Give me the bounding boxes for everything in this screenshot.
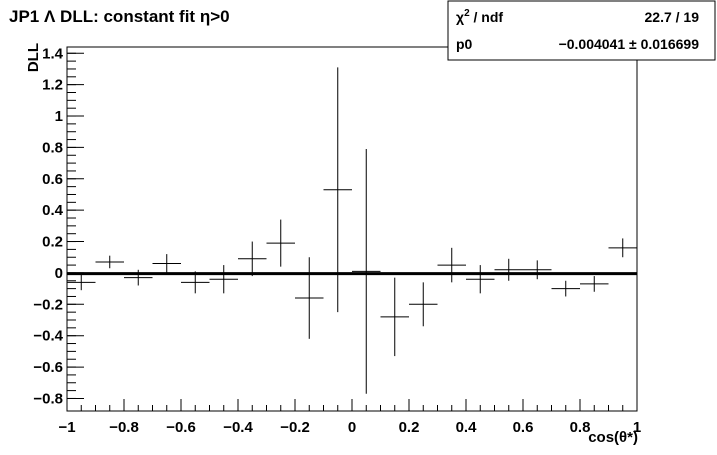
data-point xyxy=(551,280,580,297)
y-axis-label: DLL xyxy=(25,43,42,72)
x-tick-label: 0.8 xyxy=(570,419,591,436)
x-tick-label: −0.6 xyxy=(166,419,196,436)
plot-frame xyxy=(66,46,638,412)
x-tick-label: −0.8 xyxy=(109,419,139,436)
data-point xyxy=(295,257,324,339)
x-axis xyxy=(66,399,638,411)
stats-box: χ2 / ndf 22.7 / 19 p0 −0.004041 ± 0.0166… xyxy=(447,0,716,61)
y-tick-label: 0.8 xyxy=(42,139,63,156)
stats-p0-label: p0 xyxy=(456,36,473,52)
y-axis xyxy=(67,52,84,399)
data-points xyxy=(67,67,637,394)
data-point xyxy=(380,277,409,357)
stats-p0-value: −0.004041 ± 0.016699 xyxy=(559,36,700,52)
data-point xyxy=(209,265,238,294)
data-point xyxy=(266,219,295,267)
data-point xyxy=(152,254,181,273)
data-point xyxy=(608,238,637,258)
x-tick-label: 0.4 xyxy=(456,419,478,436)
data-point xyxy=(352,148,381,394)
data-point xyxy=(580,276,609,292)
y-tick-labels: −0.8 −0.6 −0.4 −0.2 0 0.2 0.4 0.6 0.8 1 1.2 1.4 xyxy=(33,45,63,407)
y-tick-label: −0.2 xyxy=(33,296,63,313)
y-tick-label: −0.6 xyxy=(33,359,63,376)
y-tick-label: 1 xyxy=(55,108,63,125)
data-point xyxy=(95,255,124,269)
y-tick-label: −0.4 xyxy=(33,328,63,345)
data-point xyxy=(523,260,552,280)
y-tick-label: 1.2 xyxy=(42,77,63,94)
data-point xyxy=(494,258,523,281)
x-tick-label: 1 xyxy=(633,419,641,436)
y-tick-label: 0.2 xyxy=(42,234,63,251)
x-tick-label: −0.4 xyxy=(223,419,253,436)
chart-title: JP1 Λ DLL: constant fit η>0 xyxy=(9,7,230,26)
y-tick-label: −0.8 xyxy=(33,390,63,407)
data-point xyxy=(437,247,466,283)
x-tick-label: −1 xyxy=(58,419,75,436)
stats-chi2-label: χ2 / ndf xyxy=(456,8,503,25)
x-tick-label: 0.6 xyxy=(513,419,534,436)
x-tick-label: −0.2 xyxy=(280,419,310,436)
y-tick-label: 0.6 xyxy=(42,171,63,188)
x-tick-labels: −1 −0.8 −0.6 −0.4 −0.2 0 0.2 0.4 0.6 0.8 1 xyxy=(58,419,641,436)
data-point xyxy=(323,67,352,313)
y-tick-label: 0.4 xyxy=(42,202,64,219)
data-point xyxy=(466,265,495,294)
stats-chi2-value: 22.7 / 19 xyxy=(645,9,700,25)
data-point xyxy=(409,282,438,327)
x-tick-label: 0.2 xyxy=(399,419,420,436)
y-tick-label: 1.4 xyxy=(42,45,64,62)
data-point xyxy=(67,274,96,291)
data-point xyxy=(238,241,267,277)
y-tick-label: 0 xyxy=(55,265,63,282)
x-tick-label: 0 xyxy=(348,419,356,436)
x-axis-label: cos(θ*) xyxy=(588,429,638,446)
stats-box-frame xyxy=(447,0,716,61)
